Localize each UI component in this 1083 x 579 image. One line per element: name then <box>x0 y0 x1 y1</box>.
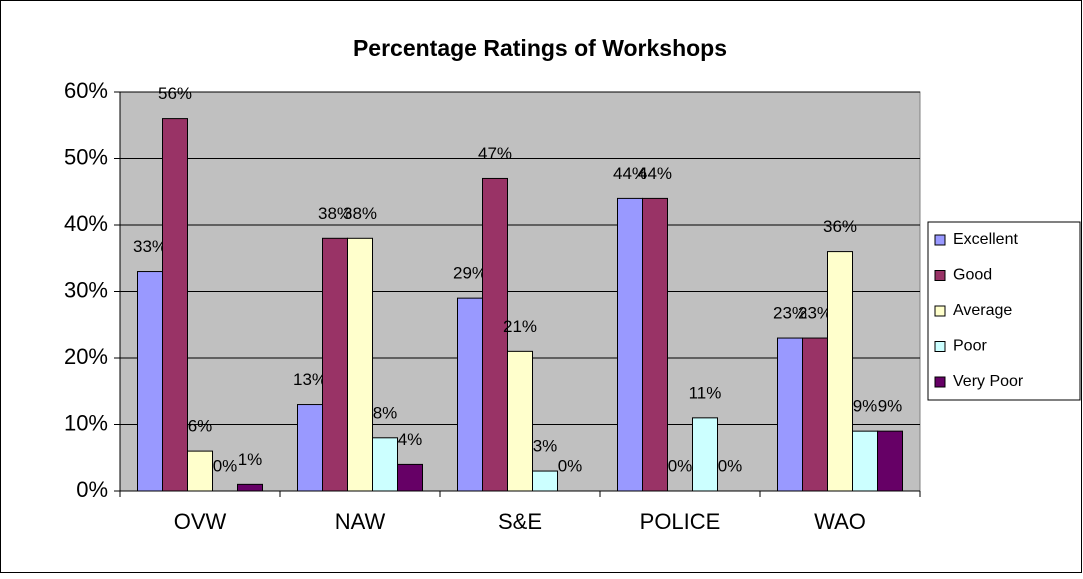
data-label: 6% <box>188 417 213 436</box>
legend-swatch <box>934 305 946 317</box>
data-label: 23% <box>773 304 807 323</box>
y-tick-label: 60% <box>64 78 108 103</box>
legend-swatch <box>934 270 946 281</box>
data-label: 4% <box>398 430 423 449</box>
chart-title: Percentage Ratings of Workshops <box>353 35 727 61</box>
data-label: 56% <box>158 84 192 103</box>
data-label: 21% <box>503 317 537 336</box>
bar <box>642 197 668 492</box>
bar <box>852 430 878 492</box>
y-tick-label: 0% <box>76 477 108 502</box>
legend-swatch <box>934 376 946 388</box>
data-label: 38% <box>343 204 377 223</box>
legend-swatch <box>934 234 946 246</box>
bar <box>137 271 163 492</box>
bar <box>397 463 423 492</box>
data-label: 44% <box>638 164 672 183</box>
legend-label: Average <box>953 302 1012 319</box>
bar <box>372 437 398 492</box>
data-label: 47% <box>478 144 512 163</box>
bar <box>237 483 263 492</box>
bar <box>532 470 558 492</box>
bar <box>297 404 323 492</box>
data-label: 0% <box>213 456 238 475</box>
bar <box>827 251 853 492</box>
bar <box>322 237 348 492</box>
legend-label: Good <box>953 267 992 284</box>
legend-swatch <box>934 341 946 352</box>
data-label: 0% <box>718 456 743 475</box>
data-label: 3% <box>533 437 558 456</box>
data-label: 13% <box>293 370 327 389</box>
bar <box>692 417 718 492</box>
y-tick-label: 50% <box>64 144 108 169</box>
data-label: 9% <box>853 397 878 416</box>
bar <box>347 237 373 492</box>
y-tick-label: 20% <box>64 344 108 369</box>
x-tick-label: NAW <box>335 509 386 534</box>
bar <box>617 197 643 492</box>
bar <box>457 297 483 492</box>
bar <box>877 430 903 492</box>
data-label: 8% <box>373 403 398 422</box>
data-label: 11% <box>689 383 722 402</box>
data-label: 9% <box>878 397 903 416</box>
data-label: 33% <box>133 237 167 256</box>
bar <box>802 337 828 492</box>
legend-label: Very Poor <box>953 373 1024 390</box>
legend-box <box>927 221 1081 401</box>
bar <box>187 450 213 492</box>
data-label: 0% <box>668 456 693 475</box>
y-tick-label: 10% <box>64 410 108 435</box>
x-tick-label: POLICE <box>640 509 721 534</box>
y-tick-label: 40% <box>64 211 108 236</box>
x-tick-label: S&E <box>498 509 542 534</box>
x-tick-label: OVW <box>174 509 227 534</box>
y-tick-label: 30% <box>64 277 108 302</box>
bar <box>162 118 188 492</box>
data-label: 44% <box>613 164 647 183</box>
legend-label: Excellent <box>953 231 1018 248</box>
data-label: 0% <box>558 456 583 475</box>
bar <box>507 350 533 492</box>
bar <box>482 177 508 492</box>
data-label: 23% <box>798 304 832 323</box>
x-tick-label: WAO <box>814 509 866 534</box>
legend-label: Poor <box>953 338 987 355</box>
data-label: 29% <box>453 264 487 283</box>
data-label: 1% <box>238 450 263 469</box>
data-label: 36% <box>823 217 857 236</box>
bar <box>777 337 803 492</box>
data-label: 38% <box>318 204 352 223</box>
